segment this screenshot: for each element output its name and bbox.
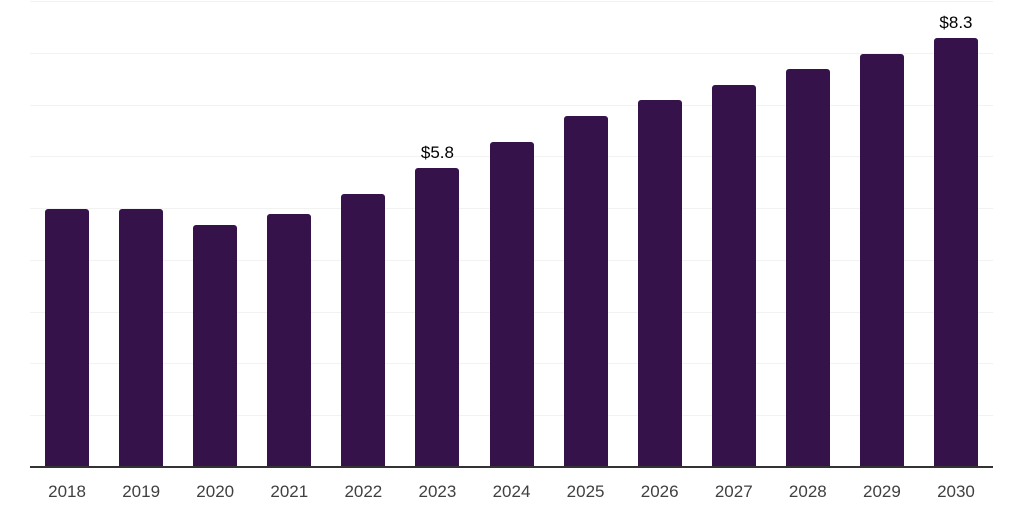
bar-2024 [489, 141, 534, 468]
x-tick-2023: 2023 [418, 482, 457, 501]
data-label-2023: $5.8 [420, 142, 454, 162]
bar-slot-2026 [623, 0, 697, 468]
x-tick-2021: 2021 [270, 482, 309, 501]
bar-slot-2025 [549, 0, 623, 468]
x-tick-2028: 2028 [788, 482, 827, 501]
x-tick-2030: 2030 [937, 482, 975, 501]
bar-2021 [267, 214, 312, 468]
bar-slot-2023: $5.8 [400, 0, 474, 468]
bar-slot-2024 [474, 0, 548, 468]
gridline [30, 1, 993, 2]
x-tick-2022: 2022 [344, 482, 383, 501]
data-label-2030: $8.3 [939, 13, 973, 33]
bar-slot-2022 [326, 0, 400, 468]
bar-2029 [859, 53, 904, 468]
bar-slot-2019 [104, 0, 178, 468]
bar-2025 [563, 115, 608, 468]
x-tick-2026: 2026 [640, 482, 679, 501]
bar-slot-2029 [845, 0, 919, 468]
bar-slot-2018 [30, 0, 104, 468]
bar-2026 [637, 100, 682, 468]
x-tick-2027: 2027 [714, 482, 753, 501]
x-tick-2018: 2018 [48, 482, 86, 501]
bar-slot-2030: $8.3 [919, 0, 993, 468]
x-axis-line [30, 466, 993, 468]
x-tick-2024: 2024 [492, 482, 531, 501]
plot-area: $5.8 $8.3 [30, 0, 993, 468]
bar-2030: $8.3 [933, 14, 978, 468]
bar-2020 [193, 224, 238, 468]
x-axis-tick-labels: 2018 2019 2020 2021 2022 2023 2024 2025 2026 2027… [30, 483, 993, 500]
x-tick-2029: 2029 [862, 482, 901, 501]
bar-2023: $5.8 [415, 144, 460, 468]
bar-2018 [45, 209, 90, 468]
bar-2027 [711, 84, 756, 468]
bar-slot-2020 [178, 0, 252, 468]
x-tick-2020: 2020 [196, 482, 235, 501]
x-tick-2025: 2025 [566, 482, 605, 501]
x-tick-2019: 2019 [122, 482, 161, 501]
bar-slot-2027 [697, 0, 771, 468]
bars-container: $5.8 $8.3 [30, 0, 993, 468]
bar-2022 [341, 193, 386, 468]
bar-slot-2028 [771, 0, 845, 468]
gridline [30, 104, 993, 106]
gridline [30, 52, 993, 54]
bar-slot-2021 [252, 0, 326, 468]
bar-2019 [119, 209, 164, 468]
bar-2028 [785, 69, 830, 468]
